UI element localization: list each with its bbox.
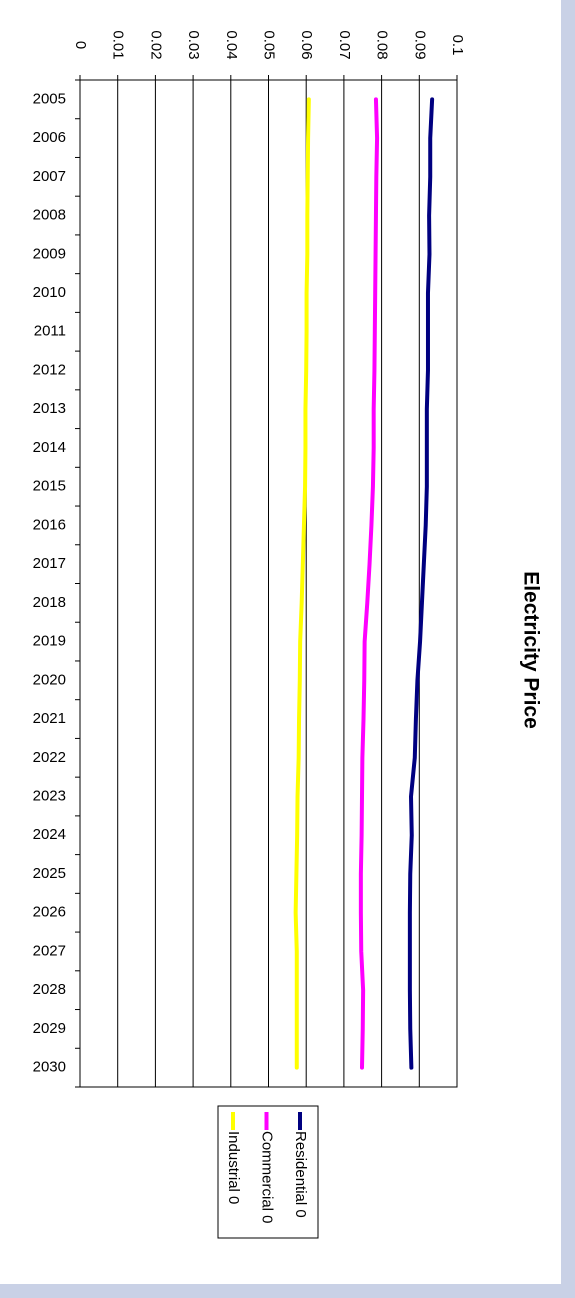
y-tick-label: 0.01 (110, 30, 127, 59)
y-tick-label: 0.03 (185, 30, 202, 59)
x-tick-label: 2029 (33, 1020, 66, 1037)
y-tick-label: 0.1 (449, 35, 466, 56)
x-tick-label: 2021 (33, 710, 66, 727)
x-tick-label: 2013 (33, 400, 66, 417)
y-tick-label: 0.05 (261, 30, 278, 59)
y-tick-label: 0.07 (336, 30, 353, 59)
x-tick-label: 2020 (33, 671, 66, 688)
series-line (358, 97, 380, 1070)
chart-title: Electricity Price (519, 571, 542, 729)
x-tick-label: 2009 (33, 245, 66, 262)
y-tick-label: 0.04 (223, 30, 240, 59)
x-tick-label: 2028 (33, 981, 66, 998)
x-tick-label: 2025 (33, 865, 66, 882)
x-tick-label: 2016 (33, 516, 66, 533)
y-tick-label: 0.09 (411, 30, 428, 59)
y-tick-label: 0 (72, 41, 89, 49)
x-tick-label: 2011 (34, 323, 66, 340)
x-tick-label: 2006 (33, 129, 66, 146)
y-tick-label: 0.02 (147, 30, 164, 59)
x-tick-label: 2008 (33, 207, 66, 224)
x-tick-label: 2018 (33, 594, 66, 611)
x-tick-label: 2027 (33, 942, 66, 959)
y-tick-label: 0.08 (374, 30, 391, 59)
x-tick-label: 2010 (33, 284, 66, 301)
legend-label: Commercial 0 (259, 1131, 276, 1224)
x-tick-label: 2023 (33, 787, 66, 804)
series-line (407, 97, 435, 1070)
x-tick-label: 2030 (33, 1059, 66, 1076)
x-tick-label: 2019 (33, 633, 66, 650)
x-tick-label: 2026 (33, 904, 66, 921)
x-tick-label: 2017 (33, 555, 66, 572)
x-tick-label: 2014 (33, 439, 66, 456)
x-tick-label: 2007 (33, 168, 66, 185)
x-tick-label: 2005 (33, 90, 66, 107)
x-tick-label: 2012 (33, 361, 66, 378)
legend-label: Industrial 0 (225, 1131, 242, 1204)
x-tick-label: 2024 (33, 826, 66, 843)
series-line (293, 97, 311, 1070)
y-tick-label: 0.06 (298, 30, 315, 59)
x-tick-label: 2022 (33, 749, 66, 766)
x-tick-label: 2015 (33, 478, 66, 495)
legend-label: Residential 0 (292, 1131, 309, 1218)
